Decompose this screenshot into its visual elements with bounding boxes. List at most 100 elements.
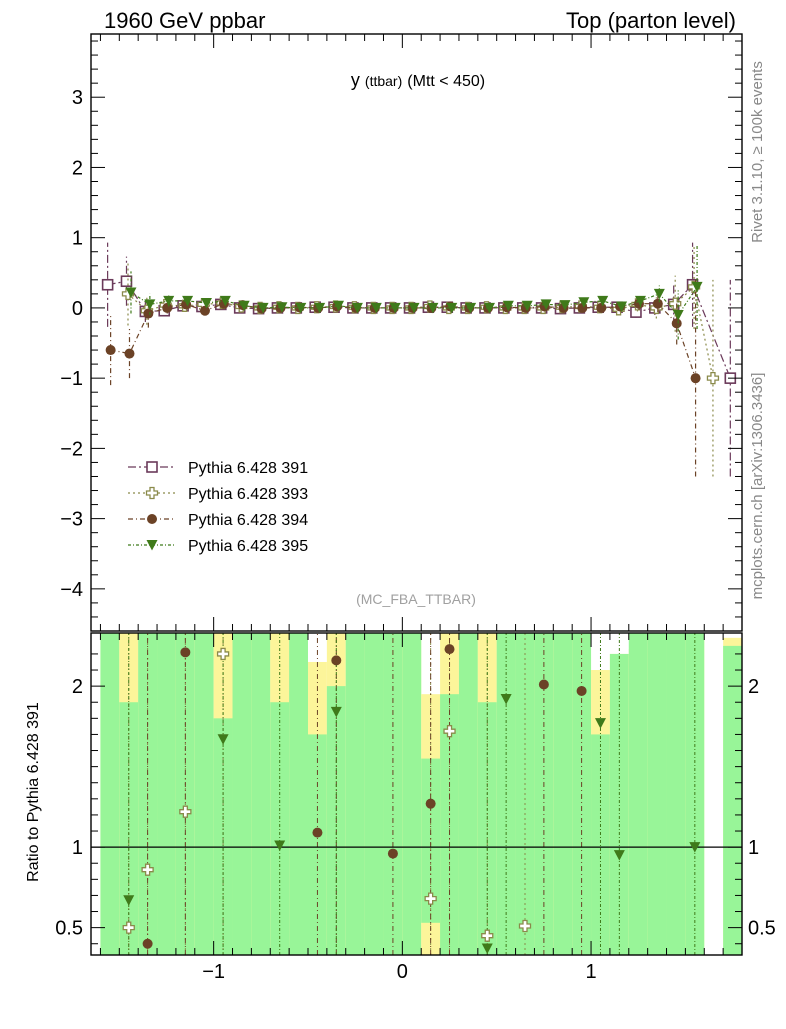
x-tick-label: 1 (585, 961, 596, 983)
data-point (333, 300, 345, 312)
ratio-y-tick-label-right: 0.5 (748, 918, 776, 940)
legend: Pythia 6.428 391 Pythia 6.428 393 Pythia 6… (128, 460, 308, 555)
ratio-y-tick-label: 2 (72, 676, 83, 698)
ratio-point (594, 718, 606, 729)
data-point (597, 295, 609, 307)
data-point (163, 295, 175, 307)
ratio-band-stat (100, 633, 120, 955)
data-point (219, 295, 231, 307)
data-point (276, 302, 288, 313)
data-point (672, 309, 684, 321)
ratio-point (613, 850, 625, 861)
ratio-point (123, 895, 135, 906)
data-point (446, 302, 458, 314)
ratio-bands (100, 633, 742, 955)
legend-marker (146, 540, 158, 551)
data-point (408, 302, 420, 314)
ratio-point (444, 644, 455, 655)
data-point (199, 305, 210, 316)
axes: −4 −3 −2 −1 0 1 2 3 −1 0 1 0.5 0.5 1 1 2 2 (55, 34, 776, 983)
data-point (351, 302, 363, 314)
ratio-y-tick-label-right: 1 (748, 837, 759, 859)
ratio-point (481, 929, 494, 942)
data-point (143, 308, 154, 319)
data-point (314, 302, 326, 314)
y-tick-label: 2 (72, 157, 83, 179)
data-point (162, 302, 173, 313)
watermark: (MC_FBA_TTBAR) (356, 591, 476, 607)
series-line (110, 303, 697, 379)
ratio-band-stat (647, 633, 667, 955)
data-point (295, 302, 307, 314)
ratio-band-stat (628, 633, 648, 955)
data-point (652, 298, 663, 309)
data-point (690, 373, 701, 384)
ratio-band-stat (194, 633, 214, 955)
data-point (669, 297, 682, 310)
ratio-point (122, 921, 135, 934)
data-point (120, 275, 133, 288)
legend-marker (146, 461, 158, 473)
data-point (521, 300, 533, 312)
title-main: y (351, 70, 360, 90)
data-point (182, 295, 194, 307)
series-line (107, 280, 731, 379)
ratio-point (312, 827, 323, 838)
ratio-point (443, 725, 456, 738)
data-point (691, 281, 703, 293)
main-data (101, 242, 737, 477)
ratio-y-tick-label: 1 (72, 837, 83, 859)
data-point (559, 300, 571, 311)
ratio-band-stat (591, 734, 610, 955)
data-point (105, 345, 116, 356)
ratio-band-stat (609, 653, 629, 955)
y-tick-label: 1 (72, 228, 83, 250)
ratio-point (274, 840, 286, 852)
data-point (125, 287, 137, 298)
ratio-point (142, 938, 153, 949)
data-point (257, 302, 269, 314)
header-right: Top (parton level) (566, 8, 736, 33)
data-point (540, 299, 552, 310)
rivet-label: Rivet 3.1.10, ≥ 100k events (749, 61, 766, 243)
data-point (389, 302, 401, 314)
data-point (671, 318, 682, 329)
data-point (101, 278, 114, 291)
data-point (484, 302, 496, 314)
ratio-point (331, 655, 342, 666)
y-tick-label: −2 (60, 438, 83, 460)
data-point (370, 302, 382, 314)
ratio-band-stat (458, 633, 478, 955)
ratio-band-stat (553, 633, 573, 955)
legend-label: Pythia 6.428 391 (188, 460, 308, 477)
ratio-point (141, 863, 154, 876)
ratio-point (216, 647, 230, 661)
header-left: 1960 GeV ppbar (104, 8, 265, 33)
data-point (200, 298, 212, 309)
mcplots-label: mcplots.cern.ch [arXiv:1306.3436] (749, 373, 766, 600)
legend-label: Pythia 6.428 394 (188, 512, 308, 529)
data-point (634, 295, 646, 307)
top-panel-frame (90, 33, 743, 632)
ratio-y-tick-label-right: 2 (748, 676, 759, 698)
legend-label: Pythia 6.428 393 (188, 486, 308, 503)
data-point (465, 302, 477, 314)
ratio-data (91, 633, 742, 955)
ratio-point (330, 706, 342, 718)
ratio-band-stat (270, 702, 290, 955)
data-point (238, 300, 250, 312)
legend-marker (145, 486, 159, 500)
panel-title: y (ttbar) (Mtt < 450) (351, 70, 485, 90)
ratio-point (424, 892, 437, 905)
y-tick-label: −1 (60, 368, 83, 390)
ratio-point (689, 842, 701, 853)
ratio-point (538, 679, 549, 690)
y-tick-label: −3 (60, 509, 83, 531)
y-tick-label: −4 (60, 579, 83, 601)
ratio-panel-frame (90, 632, 743, 956)
ratio-point (180, 647, 191, 658)
ratio-band-stat (345, 633, 365, 955)
ratio-point (481, 943, 493, 955)
ratio-band-stat (157, 633, 176, 955)
y-tick-label: 3 (72, 87, 83, 109)
